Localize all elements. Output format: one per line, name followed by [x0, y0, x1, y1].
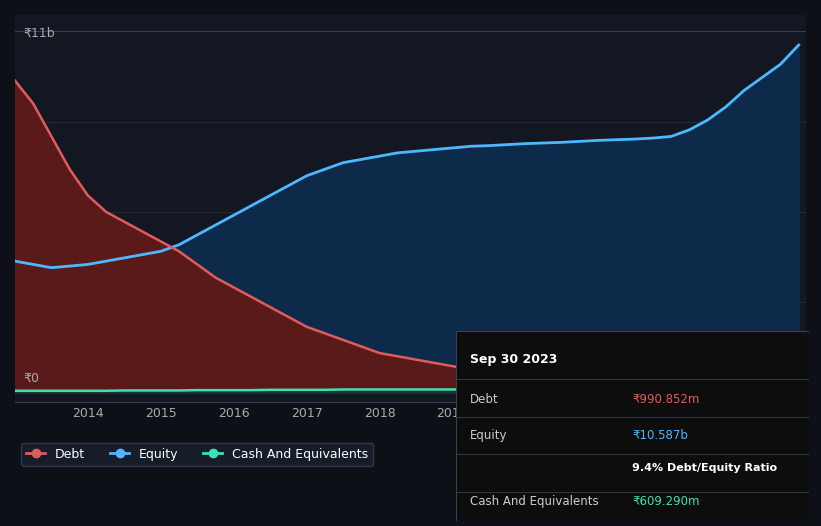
Text: Equity: Equity [470, 429, 507, 442]
Text: ₹0: ₹0 [23, 372, 39, 385]
Text: 9.4% Debt/Equity Ratio: 9.4% Debt/Equity Ratio [632, 463, 777, 473]
Text: ₹11b: ₹11b [23, 27, 54, 39]
Text: Sep 30 2023: Sep 30 2023 [470, 353, 557, 366]
Text: ₹10.587b: ₹10.587b [632, 429, 688, 442]
Text: ₹990.852m: ₹990.852m [632, 393, 699, 406]
Text: ₹609.290m: ₹609.290m [632, 495, 699, 508]
Text: Debt: Debt [470, 393, 498, 406]
Legend: Debt, Equity, Cash And Equivalents: Debt, Equity, Cash And Equivalents [21, 443, 374, 466]
Text: Cash And Equivalents: Cash And Equivalents [470, 495, 599, 508]
